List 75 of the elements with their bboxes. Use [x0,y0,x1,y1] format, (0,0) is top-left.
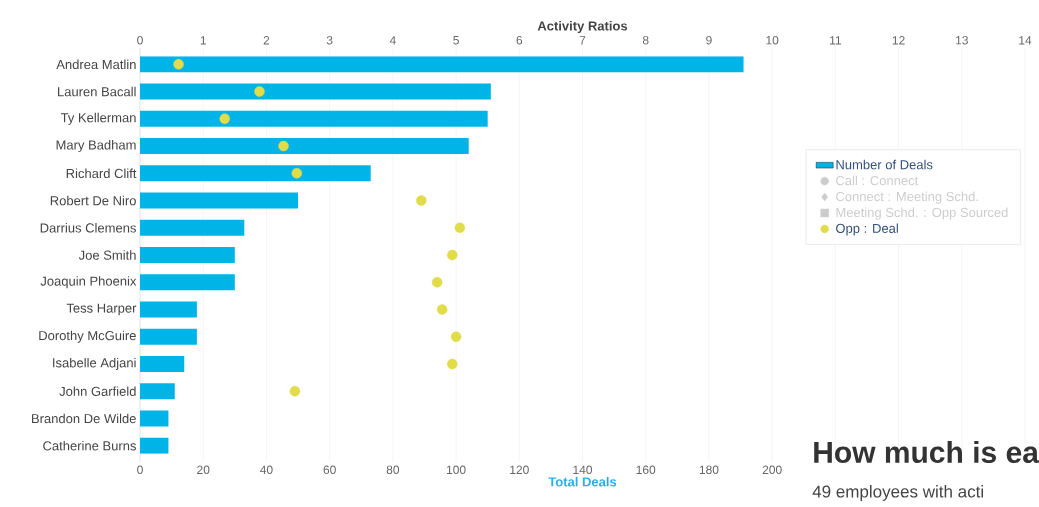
point [173,59,184,70]
bar [140,192,299,209]
x2-tick-label: 8 [642,35,649,45]
y-tick-label: Joe Smith [78,250,136,260]
point [447,249,458,261]
bar [140,83,491,100]
point [447,358,458,370]
x2-tick-label: 11 [830,36,842,45]
bar [140,56,744,73]
y-tick-label: Ty Kellerman [60,112,136,125]
x2-tick-label: 4 [389,36,396,45]
legend-label: Number of Deals [836,159,933,170]
x2-tick-label: 6 [516,35,523,45]
y-tick-label: Richard Clift [66,168,137,179]
bar [140,383,175,400]
point [291,168,302,179]
bar [140,437,169,454]
y-tick-label: Lauren Bacall [58,86,136,97]
y-tick-label: Andrea Matlin [56,59,136,70]
x2-tick-label: 7 [579,36,586,45]
bar [140,301,197,318]
bar [140,410,169,427]
x2-tick-label: 0 [137,35,143,45]
point [219,113,230,125]
x2-tick-label: 13 [956,35,968,45]
annotation: How much is ea [814,440,1039,464]
x-axis-title: Total Deals [548,476,617,487]
y-tick-label: Robert De Niro [50,195,136,206]
x-tick-label: 100 [446,465,466,475]
bar [140,328,197,345]
y-tick-label: Mary Badham [56,139,136,153]
point [450,331,462,342]
text: 49 employees with acti [812,485,983,501]
x-tick-label: 20 [197,465,210,475]
x-tick-label: 60 [323,465,336,475]
x-tick-label: 80 [386,465,400,475]
point [436,304,448,315]
bar [140,110,488,127]
y-tick-label: Isabelle Adjani [53,357,136,371]
x-tick-label: 160 [636,465,656,475]
x-tick-label: 40 [260,465,273,475]
y-tick-label: Tess Harper [66,303,137,316]
bar [140,274,235,291]
point [431,277,443,288]
x-tick-label: 0 [137,465,143,475]
y-tick-label: Joaquin Phoenix [40,276,137,289]
bar [140,355,185,372]
x2-tick-label: 10 [766,35,779,45]
x2-tick-label: 9 [706,35,712,45]
x-tick-label: 200 [762,465,782,475]
x2-tick-label: 5 [453,36,459,45]
x2-axis-title: Activity Ratios [537,20,628,34]
bar [140,247,235,263]
x2-tick-label: 3 [326,35,333,45]
x2-tick-label: 12 [892,36,905,45]
x-tick-label: 140 [573,465,593,475]
legend-label: Opp : Deal [836,223,898,236]
x2-tick-label: 2 [263,36,270,45]
y-tick-label: Brandon De Wilde [32,413,136,424]
x-tick-label: 120 [510,465,529,475]
y-tick-label: Catherine Burns [43,440,136,451]
point [278,140,289,152]
y-tick-label: Dorothy McGuire [39,330,136,343]
x2-tick-label: 1 [200,36,206,45]
y-tick-label: Darrius Clemens [40,222,136,233]
point [254,86,265,97]
bar [140,165,371,182]
x2-tick-label: 14 [1019,36,1032,45]
y-tick-label: John Garfield [59,386,136,396]
point [416,195,427,206]
bar [140,138,469,155]
point [454,222,466,233]
x-tick-label: 180 [699,465,719,475]
point [289,385,301,397]
bar [140,219,245,236]
